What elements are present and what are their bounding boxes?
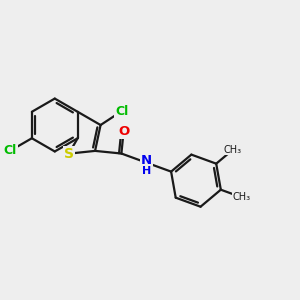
- Text: O: O: [118, 125, 129, 138]
- Text: Cl: Cl: [4, 144, 17, 157]
- Text: H: H: [142, 167, 151, 176]
- Text: CH₃: CH₃: [232, 192, 250, 202]
- Text: Cl: Cl: [115, 105, 128, 118]
- Text: N: N: [141, 154, 152, 167]
- Text: S: S: [64, 147, 74, 161]
- Text: CH₃: CH₃: [224, 145, 242, 155]
